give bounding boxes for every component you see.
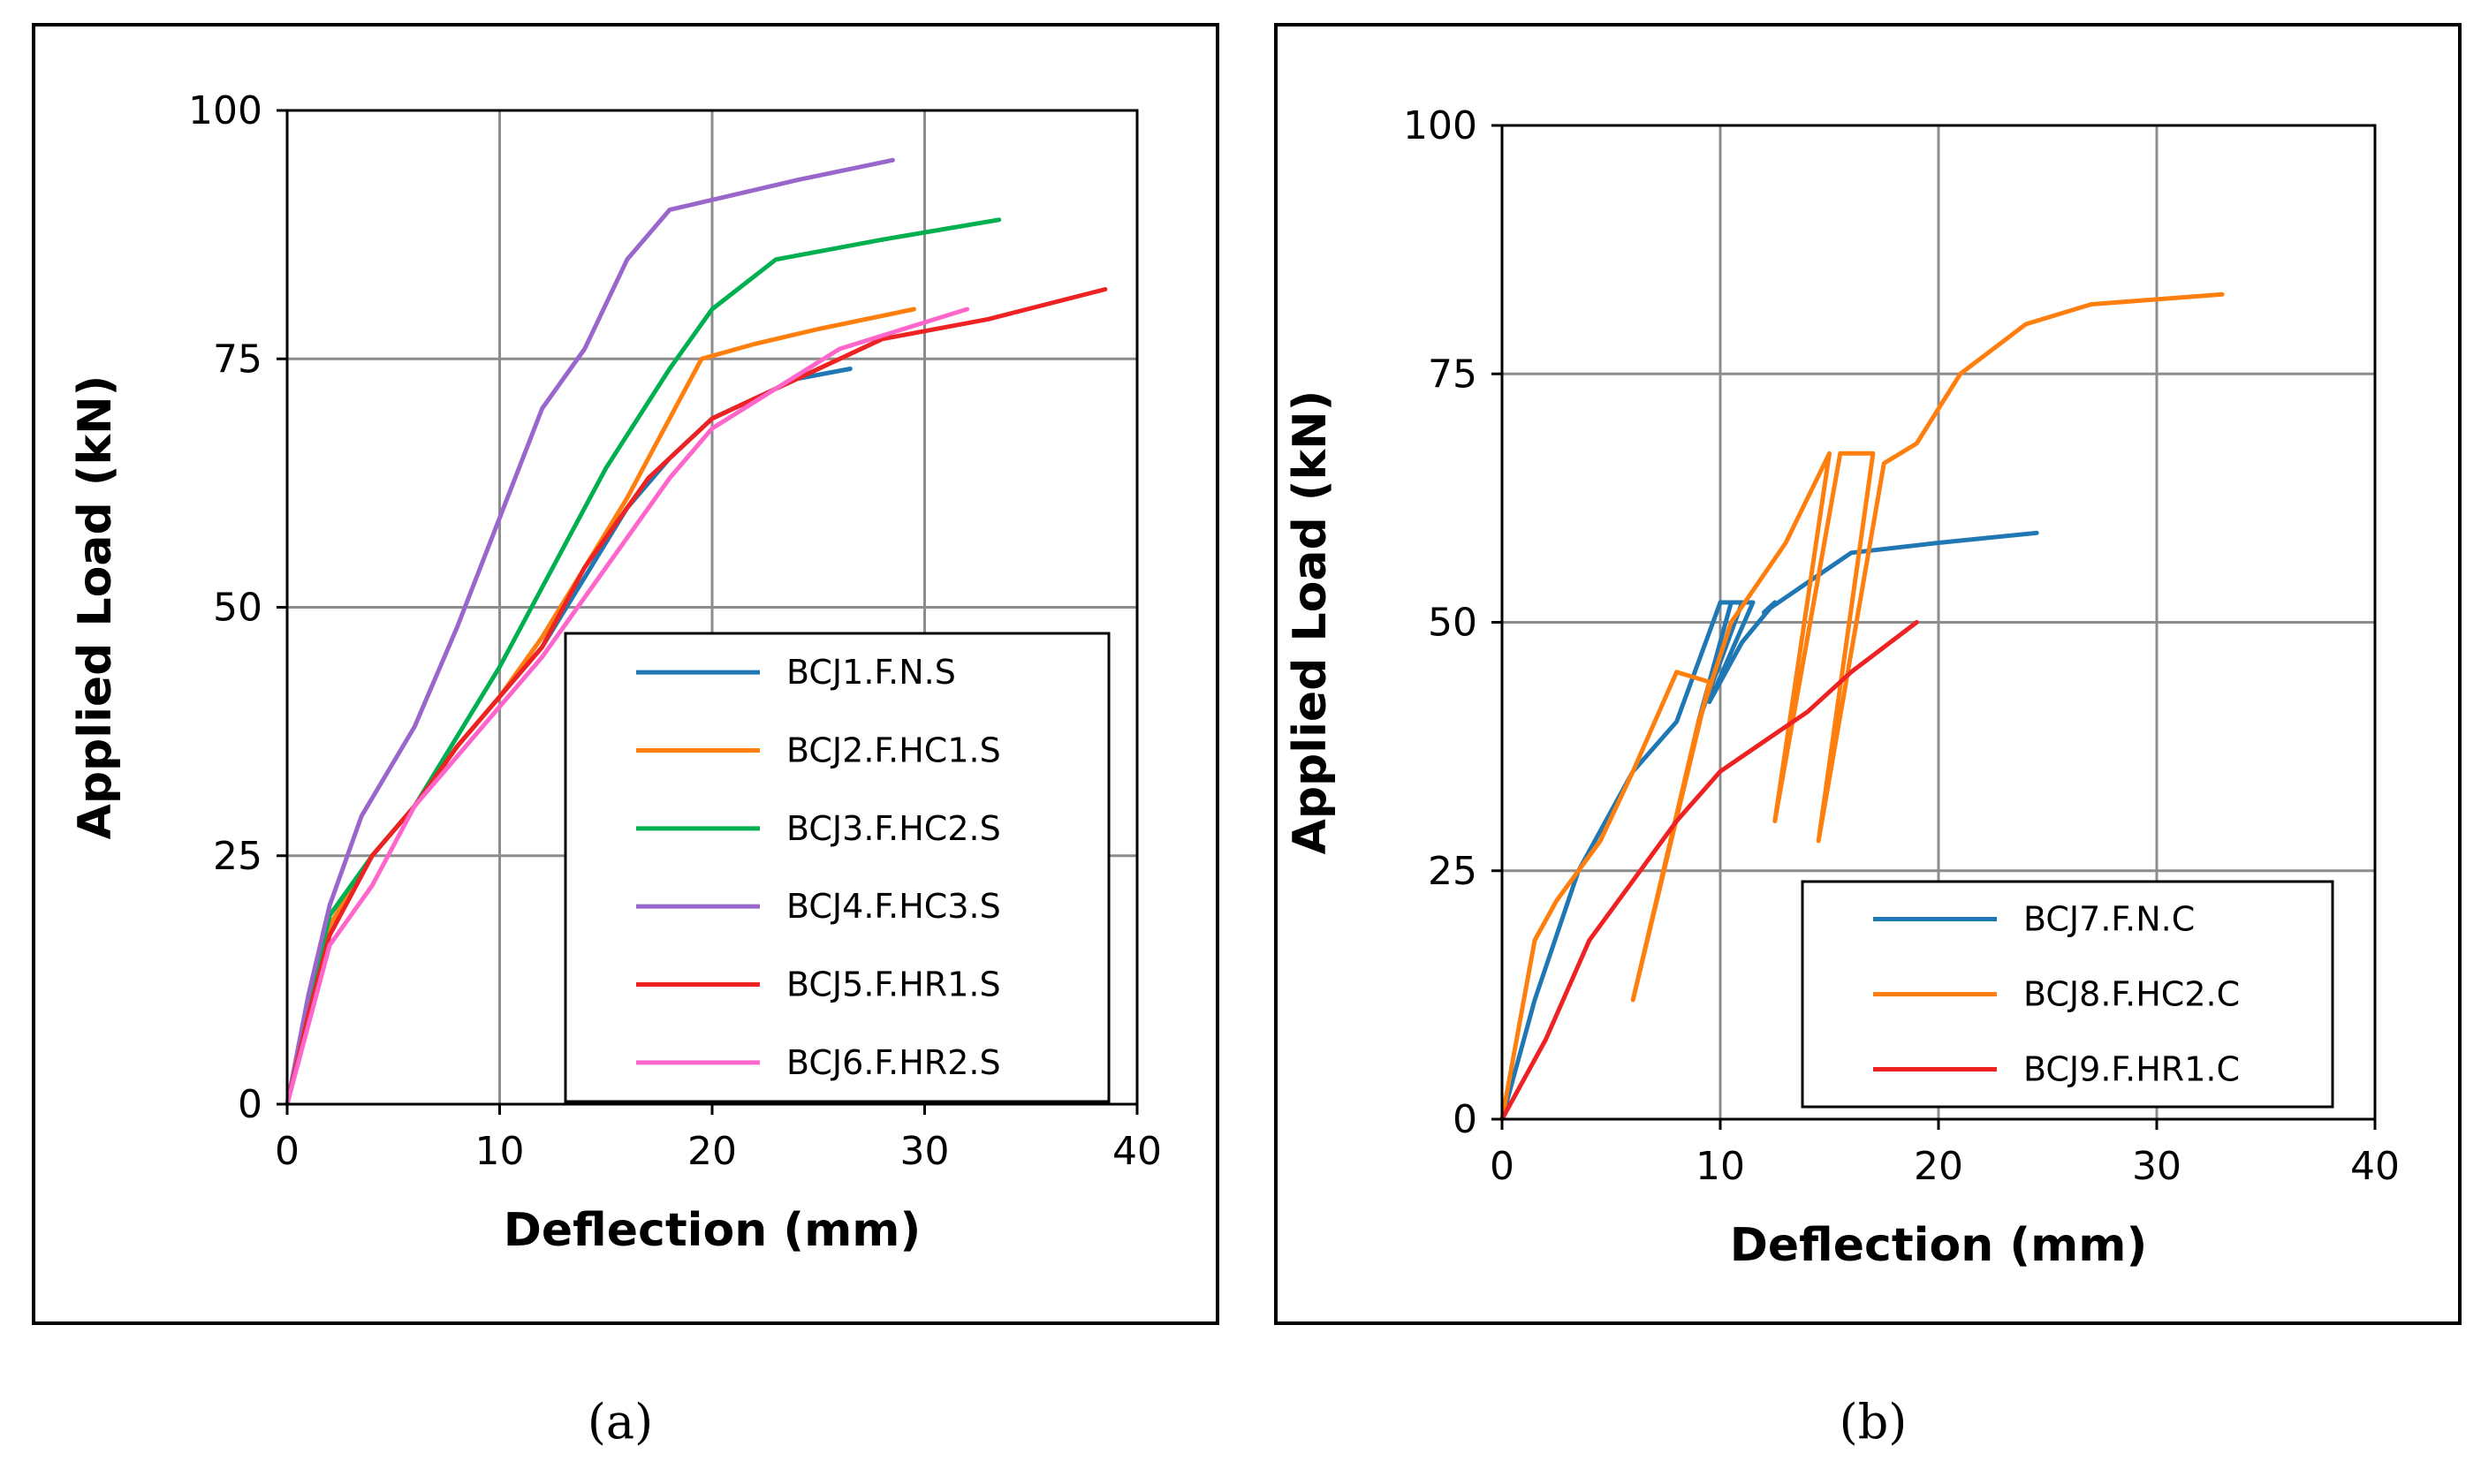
y-tick-label: 75 [213, 337, 262, 382]
panel-a-ticks: 0 10 20 30 40 0 25 50 75 100 [188, 88, 1162, 1174]
x-tick-label: 10 [1696, 1144, 1745, 1189]
y-tick-label: 25 [213, 834, 262, 879]
series-line-bcj6-f-hr2-s [285, 307, 970, 1107]
y-tick-label: 100 [1403, 103, 1477, 148]
legend-box [564, 632, 1111, 1103]
panel-b-series [1499, 292, 2225, 1122]
y-tick-label: 75 [1428, 352, 1477, 397]
series-line-bcj5-f-hr1-s [285, 287, 1108, 1107]
x-tick-label: 30 [2132, 1144, 2181, 1189]
y-tick-label: 50 [1428, 601, 1477, 646]
panel-b-ticks: 0 10 20 30 40 0 25 50 75 100 [1403, 103, 2400, 1189]
panel-a-series [285, 157, 1108, 1107]
x-tick-label: 20 [687, 1129, 737, 1174]
legend-entry-label: BCJ9.F.HR1.C [2023, 1050, 2240, 1089]
panel-a-caption: (a) [588, 1394, 653, 1450]
panel-b-grid [1502, 125, 2375, 1119]
y-tick-label: 50 [213, 586, 262, 631]
legend-entry-label: BCJ7.F.N.C [2023, 900, 2195, 939]
series-line-bcj4-f-hc3-s [285, 157, 895, 1107]
x-tick-label: 0 [1490, 1144, 1514, 1189]
x-tick-label: 10 [475, 1129, 525, 1174]
series-line-bcj8-f-hc2-c [1499, 292, 2225, 1122]
x-tick-label: 0 [275, 1129, 300, 1174]
series-line-bcj2-f-hc1-s [285, 307, 916, 1107]
y-tick-label: 100 [188, 88, 262, 133]
legend-entry-label: BCJ3.F.HC2.S [786, 809, 1001, 848]
legend-entry-label: BCJ2.F.HC1.S [786, 731, 1001, 770]
x-tick-label: 30 [900, 1129, 950, 1174]
panel-a-y-axis-title: Applied Load (kN) [69, 375, 122, 840]
y-tick-label: 25 [1428, 849, 1477, 894]
panel-a-x-axis-title: Deflection (mm) [504, 1204, 922, 1257]
legend-entry-label: BCJ6.F.HR2.S [786, 1043, 1001, 1082]
x-tick-label: 40 [2350, 1144, 2400, 1189]
legend-entry-label: BCJ4.F.HC3.S [786, 887, 1001, 926]
panel-b-legend: BCJ7.F.N.C BCJ8.F.HC2.C BCJ9.F.HR1.C [1801, 880, 2334, 1109]
series-line-bcj3-f-hc2-s [285, 217, 1002, 1107]
y-tick-label: 0 [238, 1082, 262, 1127]
panel-b-caption: (b) [1840, 1394, 1908, 1450]
y-tick-label: 0 [1453, 1097, 1477, 1142]
legend-entry-label: BCJ8.F.HC2.C [2023, 975, 2240, 1014]
legend-entry-label: BCJ1.F.N.S [786, 653, 956, 692]
panel-a-legend: BCJ1.F.N.S BCJ2.F.HC1.S BCJ3.F.HC2.S BCJ4.F… [564, 632, 1111, 1103]
panel-b-x-axis-title: Deflection (mm) [1730, 1219, 2148, 1272]
x-tick-label: 20 [1914, 1144, 1963, 1189]
x-tick-label: 40 [1112, 1129, 1162, 1174]
legend-entry-label: BCJ5.F.HR1.S [786, 965, 1001, 1004]
series-line-bcj9-f-hr1-c [1499, 620, 1919, 1122]
panel-b-y-axis-title: Applied Load (kN) [1284, 390, 1337, 855]
